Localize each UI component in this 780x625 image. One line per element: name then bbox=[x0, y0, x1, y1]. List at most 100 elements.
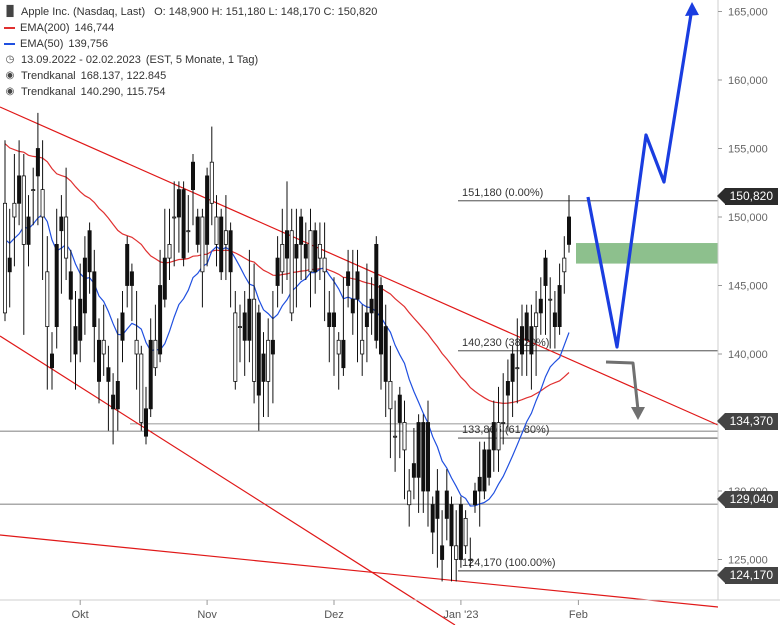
candle-body bbox=[402, 422, 407, 451]
candle-body bbox=[308, 230, 313, 273]
candle-body bbox=[562, 257, 567, 273]
target-icon: ◉ bbox=[5, 86, 15, 97]
candle-body bbox=[82, 257, 87, 314]
candle-body bbox=[261, 353, 266, 382]
candle-body bbox=[411, 463, 416, 478]
legend-title: Apple Inc. (Nasdaq, Last) bbox=[21, 6, 146, 18]
candle-body bbox=[7, 257, 12, 273]
candle-body bbox=[501, 422, 506, 424]
candle-body bbox=[378, 285, 383, 355]
candle-body bbox=[115, 380, 120, 410]
candle-body bbox=[491, 422, 496, 451]
legend-ema200-row[interactable]: EMA(200) 146,744 bbox=[4, 20, 377, 36]
overlay-layer bbox=[586, 2, 699, 420]
candle-body bbox=[12, 202, 17, 218]
candle-body bbox=[284, 230, 289, 259]
candle-body bbox=[425, 422, 430, 492]
ema200-swatch bbox=[4, 27, 15, 29]
legend-ema50-value: 139,756 bbox=[68, 38, 109, 50]
candle-body bbox=[520, 326, 525, 355]
candle-body bbox=[176, 189, 181, 218]
legend-trend1-row[interactable]: ◉ Trendkanal 168.137, 122.845 bbox=[4, 68, 377, 84]
candle-body bbox=[496, 422, 501, 451]
candle-body bbox=[421, 422, 426, 492]
candle-body bbox=[463, 518, 468, 547]
legend-trend2-row[interactable]: ◉ Trendkanal 140.290, 115.754 bbox=[4, 84, 377, 100]
candle-body bbox=[458, 504, 463, 560]
candle-body bbox=[388, 380, 393, 410]
candles-layer bbox=[3, 112, 572, 582]
candle-body bbox=[552, 312, 557, 327]
support-price-tag: 134,370 bbox=[716, 413, 778, 430]
candle-body bbox=[505, 380, 510, 396]
candle-body bbox=[472, 490, 477, 506]
candle-body bbox=[92, 271, 97, 327]
candle-body bbox=[336, 339, 341, 355]
legend-trend2-label: Trendkanal bbox=[21, 86, 76, 98]
candle-body bbox=[280, 243, 285, 273]
candle-body bbox=[393, 435, 398, 438]
candle-body bbox=[64, 216, 69, 259]
candle-body bbox=[54, 243, 59, 327]
arrow-up-icon bbox=[685, 2, 699, 16]
candle-body bbox=[233, 312, 238, 382]
candle-body bbox=[17, 175, 22, 204]
candle-body bbox=[237, 326, 242, 329]
candle-body bbox=[73, 326, 78, 355]
legend-ema200-label: EMA(200) bbox=[20, 22, 70, 34]
candle-body bbox=[3, 202, 8, 314]
legend-trend1-label: Trendkanal bbox=[21, 70, 76, 82]
target-icon: ◉ bbox=[5, 70, 15, 81]
candle-body bbox=[87, 230, 92, 273]
x-tick-label: Feb bbox=[569, 609, 588, 621]
candle-body bbox=[186, 230, 191, 233]
candle-body bbox=[294, 243, 299, 259]
candle-body bbox=[256, 312, 261, 396]
candle-body bbox=[407, 490, 412, 506]
candle-body bbox=[538, 298, 543, 314]
candle-body bbox=[242, 312, 247, 341]
candle-body bbox=[209, 161, 214, 204]
legend-ohlc: O: 148,900 H: 151,180 L: 148,170 C: 150,… bbox=[154, 6, 378, 18]
candle-body bbox=[35, 148, 40, 177]
candle-body bbox=[111, 394, 116, 410]
candle-body bbox=[327, 312, 332, 327]
legend-ema50-row[interactable]: EMA(50) 139,756 bbox=[4, 36, 377, 52]
candle-body bbox=[68, 271, 73, 300]
candle-body bbox=[148, 339, 153, 410]
candle-body bbox=[364, 312, 369, 327]
candle-body bbox=[430, 504, 435, 533]
support-price-tag-2: 129,040 bbox=[716, 491, 778, 508]
candle-body bbox=[205, 175, 210, 245]
candle-body bbox=[524, 312, 529, 341]
forecast-down-path bbox=[605, 360, 640, 411]
candle-body bbox=[534, 312, 539, 327]
trend-channel-line bbox=[0, 106, 719, 426]
candle-body bbox=[120, 312, 125, 341]
candle-body bbox=[252, 298, 257, 382]
candle-body bbox=[172, 216, 177, 219]
candle-body bbox=[129, 271, 134, 286]
y-tick-label: 140,000 bbox=[728, 349, 768, 361]
candle-body bbox=[200, 216, 205, 273]
candle-body bbox=[444, 490, 449, 519]
legend-period-note: (EST, 5 Monate, 1 Tag) bbox=[145, 54, 259, 66]
candle-body bbox=[223, 230, 228, 245]
candle-body bbox=[515, 367, 520, 370]
low-price-tag: 124,170 bbox=[716, 567, 778, 584]
candle-body bbox=[322, 257, 327, 273]
candle-body bbox=[482, 449, 487, 492]
clock-icon: ◷ bbox=[5, 54, 15, 65]
candle-body bbox=[143, 408, 148, 437]
candle-body bbox=[435, 490, 440, 519]
candle-body bbox=[40, 189, 45, 218]
candle-body bbox=[219, 216, 224, 273]
y-tick-label: 150,000 bbox=[728, 212, 768, 224]
candle-body bbox=[383, 326, 388, 382]
candle-body bbox=[266, 339, 271, 382]
candle-body bbox=[153, 339, 158, 369]
candle-body bbox=[341, 339, 346, 369]
ema50-swatch bbox=[4, 43, 15, 45]
legend-period-row: ◷ 13.09.2022 - 02.02.2023 (EST, 5 Monate… bbox=[4, 52, 377, 68]
